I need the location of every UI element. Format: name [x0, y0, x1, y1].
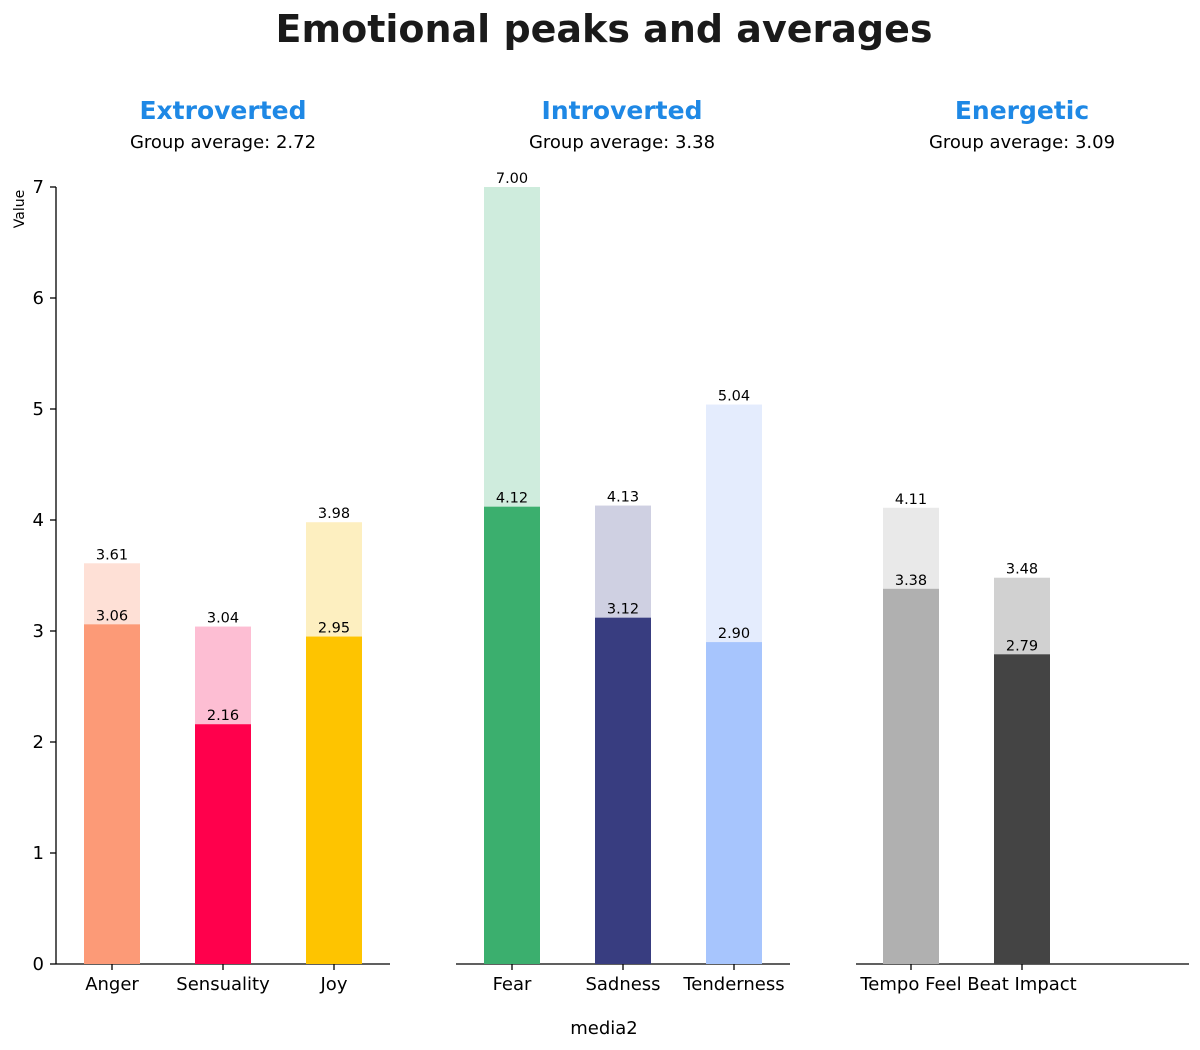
bar-average-anger: [84, 624, 140, 964]
bar-average-joy: [306, 636, 362, 964]
y-tick-label: 0: [33, 954, 44, 975]
category-label-sadness: Sadness: [585, 974, 660, 995]
y-tick-label: 7: [33, 177, 44, 198]
chart-title: Emotional peaks and averages: [276, 7, 933, 51]
y-tick-label: 6: [33, 288, 44, 309]
bar-average-fear: [484, 506, 540, 964]
y-tick-label: 2: [33, 732, 44, 753]
label-average-tenderness: 2.90: [718, 626, 750, 642]
panel-extroverted: Extroverted Group average: 2.72 0 1 2 3 4 5 6 7 3.…: [33, 96, 390, 995]
label-average-sadness: 3.12: [607, 602, 639, 618]
category-label-tenderness: Tenderness: [682, 974, 784, 995]
category-label-anger: Anger: [85, 974, 139, 995]
category-label-fear: Fear: [493, 974, 532, 995]
label-peak-sensuality: 3.04: [207, 611, 239, 627]
y-tick-label: 4: [33, 510, 44, 531]
panel-energetic: Energetic Group average: 3.09 4.11 3.38 Temp…: [856, 96, 1189, 995]
bar-average-sadness: [595, 617, 651, 964]
label-peak-joy: 3.98: [318, 506, 350, 522]
panel-introverted: Introverted Group average: 3.38 7.00 4.12 Fe…: [456, 96, 790, 995]
category-label-joy: Joy: [320, 974, 348, 995]
group-average-extroverted: Group average: 2.72: [130, 132, 316, 153]
bar-average-tenderness: [706, 642, 762, 964]
group-title-introverted: Introverted: [542, 96, 703, 125]
bar-average-tempo-feel: [883, 588, 939, 964]
y-tick-label: 5: [33, 399, 44, 420]
bar-average-sensuality: [195, 724, 251, 964]
label-average-anger: 3.06: [96, 608, 128, 624]
label-peak-fear: 7.00: [496, 171, 528, 187]
group-average-introverted: Group average: 3.38: [529, 132, 715, 153]
category-label-beat-impact: Beat Impact: [967, 974, 1077, 995]
bar-average-beat-impact: [994, 654, 1050, 964]
label-peak-tenderness: 5.04: [718, 389, 750, 405]
category-label-sensuality: Sensuality: [176, 974, 270, 995]
label-peak-beat-impact: 3.48: [1006, 562, 1038, 578]
label-peak-sadness: 4.13: [607, 490, 639, 506]
x-axis-label: media2: [570, 1018, 638, 1039]
label-peak-anger: 3.61: [96, 547, 128, 563]
y-axis-label: Value: [12, 190, 28, 228]
group-title-extroverted: Extroverted: [139, 96, 306, 125]
label-average-tempo-feel: 3.38: [895, 573, 927, 589]
group-title-energetic: Energetic: [955, 96, 1089, 125]
y-tick-label: 3: [33, 621, 44, 642]
group-average-energetic: Group average: 3.09: [929, 132, 1115, 153]
label-average-fear: 4.12: [496, 491, 528, 507]
label-average-joy: 2.95: [318, 621, 350, 637]
chart-panels: Extroverted Group average: 2.72 0 1 2 3 4 5 6 7 3.…: [33, 96, 1189, 995]
category-label-tempo-feel: Tempo Feel: [859, 974, 961, 995]
y-tick-label: 1: [33, 843, 44, 864]
label-peak-tempo-feel: 4.11: [895, 492, 927, 508]
label-average-beat-impact: 2.79: [1006, 638, 1038, 654]
label-average-sensuality: 2.16: [207, 708, 239, 724]
